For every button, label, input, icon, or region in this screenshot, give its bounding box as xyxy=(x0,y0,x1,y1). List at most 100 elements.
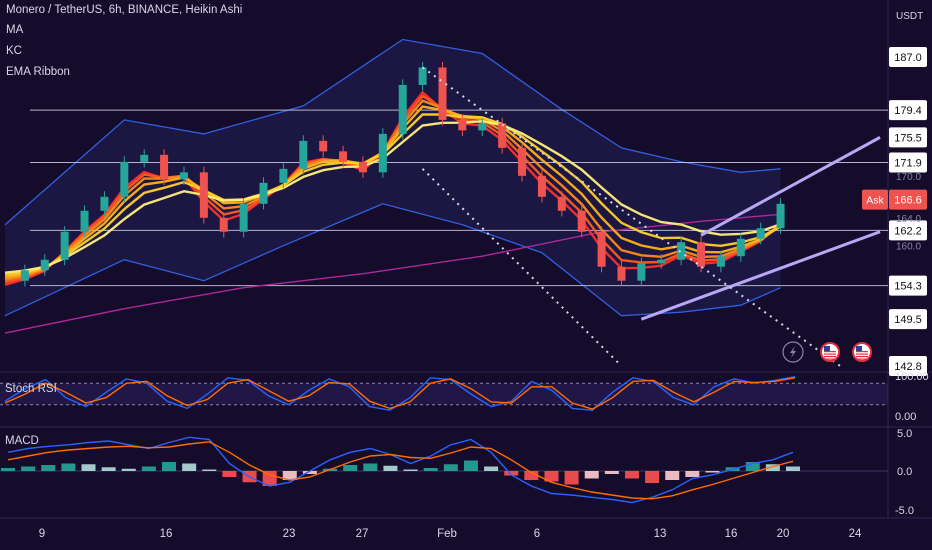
price-marker-label: 154.3 xyxy=(894,281,922,293)
indicator-ema-ribbon-label[interactable]: EMA Ribbon xyxy=(6,66,70,78)
macd-histogram-bar xyxy=(262,471,277,486)
macd-histogram-bar xyxy=(182,463,197,471)
macd-histogram-bar xyxy=(1,468,15,471)
macd-histogram-bar xyxy=(61,463,76,471)
candle-body xyxy=(259,182,268,204)
us-flag-icon xyxy=(856,356,868,358)
macd-histogram-bar xyxy=(604,471,619,474)
candle-body xyxy=(756,228,765,239)
candle-body xyxy=(736,238,745,257)
candle-body xyxy=(179,172,188,180)
candle-body xyxy=(140,154,149,162)
candle-body xyxy=(637,263,646,281)
macd-axis-tick: 0.0 xyxy=(897,466,912,478)
ema-ribbon-line xyxy=(4,105,782,279)
us-flag-icon xyxy=(856,351,868,353)
candle-body xyxy=(20,270,29,281)
candle-body xyxy=(80,210,89,232)
candle-body xyxy=(40,259,49,271)
indicator-ma-label[interactable]: MA xyxy=(6,24,24,36)
candle-body xyxy=(697,242,706,267)
ema-ribbon-line xyxy=(4,113,782,277)
macd-histogram-bar xyxy=(463,460,478,471)
candle-body xyxy=(120,161,129,197)
macd-histogram-bar xyxy=(564,471,579,485)
macd-histogram-bar xyxy=(544,471,559,482)
us-flag-icon xyxy=(824,353,836,355)
time-axis-tick: 6 xyxy=(534,528,540,540)
kc-lower-line xyxy=(4,203,781,317)
price-marker-label: 171.9 xyxy=(894,158,922,170)
candle-body xyxy=(358,161,367,173)
stoch-band xyxy=(0,383,888,405)
time-axis-tick: 20 xyxy=(777,528,790,540)
price-marker-box xyxy=(889,127,927,148)
candle-body xyxy=(219,217,228,232)
candle-body xyxy=(339,151,348,162)
candle-body xyxy=(478,123,487,131)
candle-body xyxy=(677,242,686,260)
price-marker-label: 175.5 xyxy=(894,132,922,144)
stoch-rsi-label[interactable]: Stoch RSI xyxy=(5,383,57,395)
macd-histogram-bar xyxy=(504,471,519,476)
time-axis-tick: 23 xyxy=(283,528,296,540)
price-marker-box xyxy=(889,152,927,173)
ask-price-box xyxy=(889,189,927,210)
candle-body xyxy=(100,196,109,211)
macd-histogram-bar xyxy=(745,462,760,471)
us-flag-icon xyxy=(824,351,836,353)
price-axis-tick: 170.0 xyxy=(896,172,921,183)
candle-body xyxy=(776,203,785,229)
macd-histogram-bar xyxy=(363,463,378,471)
price-marker-label: 162.2 xyxy=(894,225,922,237)
projection-dotted-line xyxy=(422,66,841,367)
macd-histogram-bar xyxy=(645,471,660,483)
macd-histogram-bar xyxy=(584,471,599,479)
price-marker-label: 179.4 xyxy=(894,105,922,117)
macd-histogram-bar xyxy=(343,465,358,471)
us-flag-icon xyxy=(856,358,868,360)
macd-histogram-bar xyxy=(403,469,418,471)
ema-ribbon-line xyxy=(4,119,782,274)
candle-body xyxy=(438,67,447,120)
macd-histogram-bar xyxy=(665,471,680,480)
macd-histogram-bar xyxy=(423,468,438,471)
macd-label[interactable]: MACD xyxy=(5,435,39,447)
stoch-axis-tick: 0.00 xyxy=(895,411,916,423)
macd-histogram-bar xyxy=(21,466,36,471)
indicator-kc-label[interactable]: KC xyxy=(6,45,22,57)
us-flag-icon xyxy=(856,346,862,351)
candle-body xyxy=(378,133,387,173)
stoch-d-line xyxy=(4,377,796,410)
macd-histogram-bar xyxy=(443,464,458,471)
candle-body xyxy=(597,231,606,267)
price-marker-label: 142.8 xyxy=(894,361,922,373)
candle-body xyxy=(537,175,546,197)
kc-band-fill xyxy=(5,39,781,316)
price-marker-box xyxy=(889,275,927,296)
candle-body xyxy=(657,259,666,264)
time-axis-tick: 27 xyxy=(356,528,369,540)
price-axis-tick: 164.0 xyxy=(896,214,921,225)
time-axis-tick: 16 xyxy=(160,528,173,540)
candle-body xyxy=(239,203,248,232)
macd-histogram-bar xyxy=(41,465,56,471)
macd-histogram-bar xyxy=(765,464,780,471)
stoch-k-line xyxy=(4,376,796,411)
us-flag-icon xyxy=(824,356,836,358)
macd-signal-line xyxy=(7,441,794,500)
macd-histogram-bar xyxy=(101,467,116,471)
macd-axis-tick: -5.0 xyxy=(895,505,914,517)
macd-histogram-bar xyxy=(685,471,700,477)
macd-histogram-bar xyxy=(705,471,720,473)
us-flag-icon xyxy=(824,358,836,360)
price-axis-tick: 160.0 xyxy=(896,242,921,253)
ask-marker-box xyxy=(862,189,888,210)
candle-body xyxy=(577,210,586,232)
time-axis-tick: 16 xyxy=(725,528,738,540)
candle-body xyxy=(557,196,566,211)
us-flag-icon xyxy=(824,346,830,351)
candle-body xyxy=(319,140,328,152)
